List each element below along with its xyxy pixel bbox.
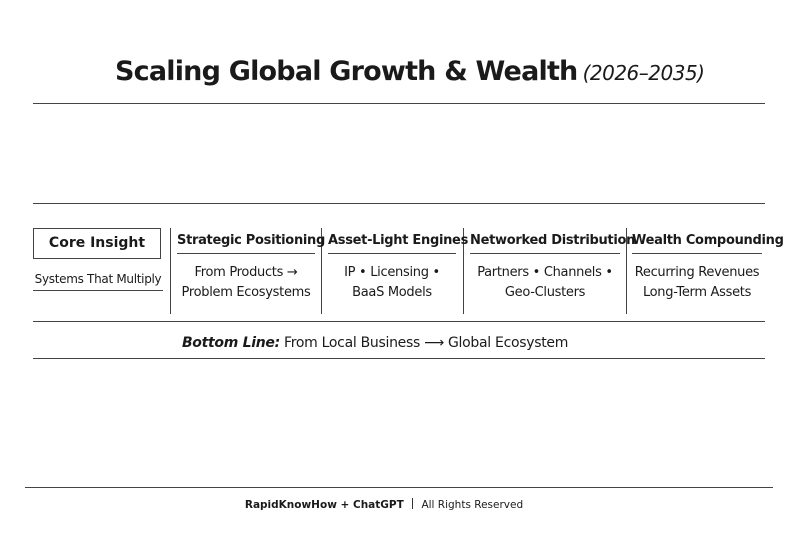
column-separator <box>321 228 322 314</box>
column-title: Wealth Compounding <box>632 228 784 254</box>
bottom-line: Bottom Line: From Local Business ⟶ Globa… <box>0 335 750 351</box>
column-line: Geo-Clusters <box>504 285 586 300</box>
column-line: Partners • Channels • <box>477 265 613 280</box>
column-title: Networked Distribution <box>470 228 635 254</box>
column-body: From Products → Problem Ecosystems <box>177 254 315 303</box>
column-body: IP • Licensing • BaaS Models <box>328 254 456 303</box>
bottom-line-label: Bottom Line: <box>181 335 280 351</box>
bottom-line-text: From Local Business ⟶ Global Ecosystem <box>284 335 569 351</box>
column-line: From Products → <box>194 265 298 280</box>
column: Asset-Light Engines IP • Licensing • BaaS … <box>328 228 468 303</box>
core-text: Systems That Multiply <box>33 268 163 291</box>
column-separator <box>170 228 171 314</box>
column-line: IP • Licensing • <box>344 265 440 280</box>
title: Scaling Global Growth & Wealth <box>115 56 578 87</box>
footer-rights: All Rights Reserved <box>421 499 524 511</box>
column: Wealth Compounding Recurring Revenues Long… <box>632 228 784 303</box>
column-line: Long-Term Assets <box>642 285 752 300</box>
footer-brand: RapidKnowHow + ChatGPT <box>244 499 404 511</box>
column-title: Strategic Positioning <box>177 228 325 254</box>
column-line: Recurring Revenues <box>634 265 760 280</box>
footer-divider <box>25 487 773 488</box>
column-line: Problem Ecosystems <box>181 285 311 300</box>
header: Scaling Global Growth & Wealth (2026–203… <box>115 56 705 87</box>
core-title: Core Insight <box>33 228 161 259</box>
column-separator <box>463 228 464 314</box>
divider <box>33 203 765 204</box>
column: Strategic Positioning From Products → Prob… <box>177 228 325 303</box>
column: Networked Distribution Partners • Channel… <box>470 228 635 303</box>
column-title: Asset-Light Engines <box>328 228 468 254</box>
footer-separator <box>412 498 414 509</box>
column-body: Partners • Channels • Geo-Clusters <box>470 254 620 303</box>
divider <box>33 321 765 322</box>
footer: RapidKnowHow + ChatGPT All Rights Reserv… <box>0 498 768 511</box>
subtitle: (2026–2035) <box>582 61 705 85</box>
column-body: Recurring Revenues Long-Term Assets <box>632 254 762 303</box>
column-line: BaaS Models <box>352 285 432 300</box>
column-separator <box>626 228 627 314</box>
divider <box>33 103 765 104</box>
divider <box>33 358 765 359</box>
